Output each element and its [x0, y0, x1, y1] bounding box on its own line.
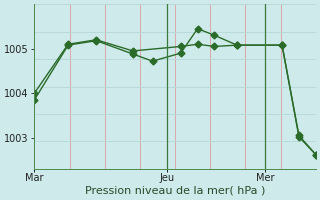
X-axis label: Pression niveau de la mer( hPa ): Pression niveau de la mer( hPa ) [85, 186, 265, 196]
